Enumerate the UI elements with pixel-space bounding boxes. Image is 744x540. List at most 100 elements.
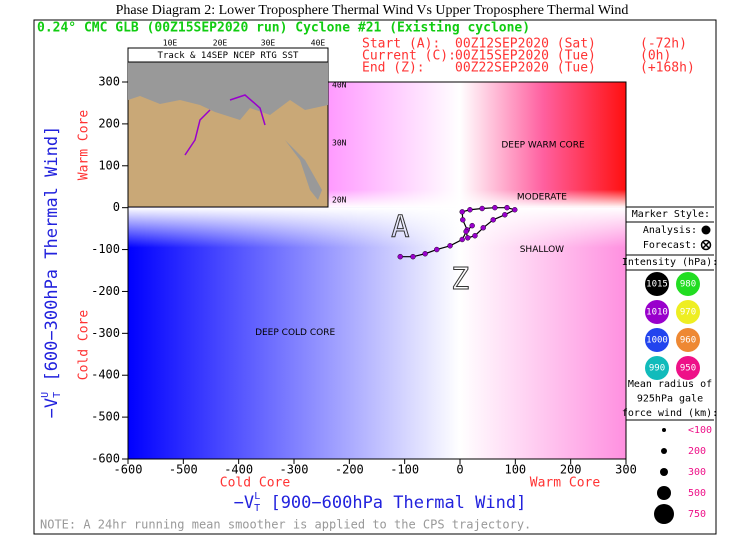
trajectory-point bbox=[465, 235, 471, 241]
legend-analysis bbox=[701, 225, 711, 235]
intensity-swatch bbox=[676, 272, 700, 296]
radius-swatch bbox=[660, 468, 668, 476]
radius-swatch bbox=[654, 504, 674, 524]
x-tick-label: 200 bbox=[560, 463, 582, 477]
legend-forecast bbox=[702, 241, 710, 249]
region-label: DEEP COLD CORE bbox=[255, 328, 335, 338]
radius-swatch bbox=[657, 486, 671, 500]
trajectory-point bbox=[410, 253, 416, 260]
quadrant bbox=[128, 207, 460, 459]
y-tick-label: 100 bbox=[98, 158, 120, 172]
subtitle: 0.24° CMC GLB (00Z15SEP2020 run) Cyclone… bbox=[37, 21, 530, 36]
x-tick-label: 100 bbox=[504, 463, 526, 477]
y-tick-label: 200 bbox=[98, 116, 120, 130]
region-label: DEEP WARM CORE bbox=[501, 140, 585, 150]
inset-lat: 40N bbox=[332, 81, 347, 90]
legend-title: Intensity (hPa): bbox=[622, 257, 718, 268]
time-offset: (-72h) bbox=[640, 37, 687, 52]
intensity-label: 960 bbox=[680, 336, 696, 346]
intensity-swatch bbox=[676, 356, 700, 380]
intensity-swatch bbox=[645, 300, 669, 324]
time-date: 00Z22SEP2020 (Tue) bbox=[455, 61, 596, 76]
inset-land bbox=[285, 140, 322, 200]
trajectory-point bbox=[469, 222, 475, 229]
trajectory-point bbox=[512, 207, 518, 213]
axis-label-part: [900−600hPa Thermal Wind] bbox=[260, 493, 526, 513]
trajectory-point bbox=[460, 217, 466, 223]
trajectory-point bbox=[504, 204, 510, 211]
y-tick-label: 300 bbox=[98, 75, 120, 89]
x-tick-label: -100 bbox=[390, 463, 419, 477]
radius-label: <100 bbox=[688, 425, 712, 436]
axis-label-part: L bbox=[254, 491, 260, 502]
y-tick-label: -500 bbox=[91, 410, 120, 424]
axis-label-part: −V bbox=[42, 398, 62, 418]
start-marker: A bbox=[391, 210, 409, 245]
y-tick-label: -300 bbox=[91, 326, 120, 340]
axis-label-part: U bbox=[40, 392, 51, 398]
x-tick-label: -500 bbox=[169, 463, 198, 477]
radius-label: 300 bbox=[688, 467, 706, 478]
inset-title: Track & 14SEP NCEP RTG SST bbox=[158, 51, 299, 61]
x-tick-label: 0 bbox=[456, 463, 463, 477]
intensity-label: 1010 bbox=[646, 308, 668, 318]
axis-label-part: T bbox=[52, 392, 63, 398]
region-label: MODERATE bbox=[517, 192, 567, 202]
trajectory-point bbox=[422, 251, 428, 257]
trajectory-point bbox=[480, 225, 486, 231]
time-label: Start (A): bbox=[362, 37, 440, 52]
legend-label: Analysis: bbox=[643, 225, 697, 236]
legend-title: 925hPa gale bbox=[637, 394, 703, 405]
inset-land bbox=[128, 62, 328, 120]
intensity-label: 980 bbox=[680, 280, 696, 290]
trajectory-point bbox=[479, 205, 485, 212]
legend-label: Forecast: bbox=[643, 240, 697, 251]
y-side-label: Warm Core bbox=[77, 110, 92, 181]
time-offset: (0h) bbox=[640, 49, 671, 64]
time-offset: (+168h) bbox=[640, 61, 695, 76]
inset-track bbox=[184, 94, 266, 156]
radius-label: 500 bbox=[688, 488, 706, 499]
trajectory-point bbox=[459, 209, 465, 215]
trajectory-point bbox=[459, 236, 465, 243]
trajectory-point bbox=[463, 228, 469, 235]
intensity-swatch bbox=[645, 356, 669, 380]
intensity-label: 1015 bbox=[646, 280, 668, 290]
radius-swatch bbox=[662, 428, 666, 432]
radius-label: 200 bbox=[688, 446, 706, 457]
region-label: SHALLOW bbox=[520, 245, 564, 255]
legend-title: Mean radius of bbox=[628, 379, 712, 390]
inset-lon: 10E bbox=[163, 39, 178, 48]
y-tick-label: -400 bbox=[91, 368, 120, 382]
axis-label: −VTL [900−600hPa Thermal Wind] bbox=[234, 491, 527, 514]
intensity-swatch bbox=[645, 328, 669, 352]
axis-label-part: [600−300hPa Thermal Wind] bbox=[42, 126, 62, 392]
axis-label: −VTU [600−300hPa Thermal Wind] bbox=[40, 126, 63, 419]
end-marker: Z bbox=[451, 262, 469, 297]
x-side-label: Warm Core bbox=[530, 476, 601, 491]
inset-lon: 20E bbox=[213, 39, 228, 48]
quadrant bbox=[460, 207, 626, 459]
radius-swatch bbox=[661, 448, 667, 454]
intensity-label: 970 bbox=[680, 308, 696, 318]
intensity-swatch bbox=[676, 328, 700, 352]
y-tick-label: 0 bbox=[113, 200, 120, 214]
time-date: 00Z12SEP2020 (Sat) bbox=[455, 37, 596, 52]
trajectory-point bbox=[502, 212, 508, 218]
frame bbox=[33, 19, 717, 535]
intensity-label: 950 bbox=[680, 364, 696, 374]
fade bbox=[128, 207, 626, 248]
legend-title: force wind (km): bbox=[622, 408, 718, 419]
trajectory-point bbox=[472, 233, 478, 239]
x-side-label: Cold Core bbox=[220, 476, 291, 491]
radius-label: 750 bbox=[688, 509, 706, 520]
inset-lat: 30N bbox=[332, 139, 347, 148]
axis-label-part: −V bbox=[234, 493, 254, 513]
intensity-label: 1000 bbox=[646, 336, 668, 346]
inset-lon: 40E bbox=[311, 39, 326, 48]
trajectory-point bbox=[490, 217, 496, 223]
axis-label-part: T bbox=[254, 503, 260, 514]
x-tick-label: -200 bbox=[335, 463, 364, 477]
trajectory-point bbox=[492, 204, 498, 211]
